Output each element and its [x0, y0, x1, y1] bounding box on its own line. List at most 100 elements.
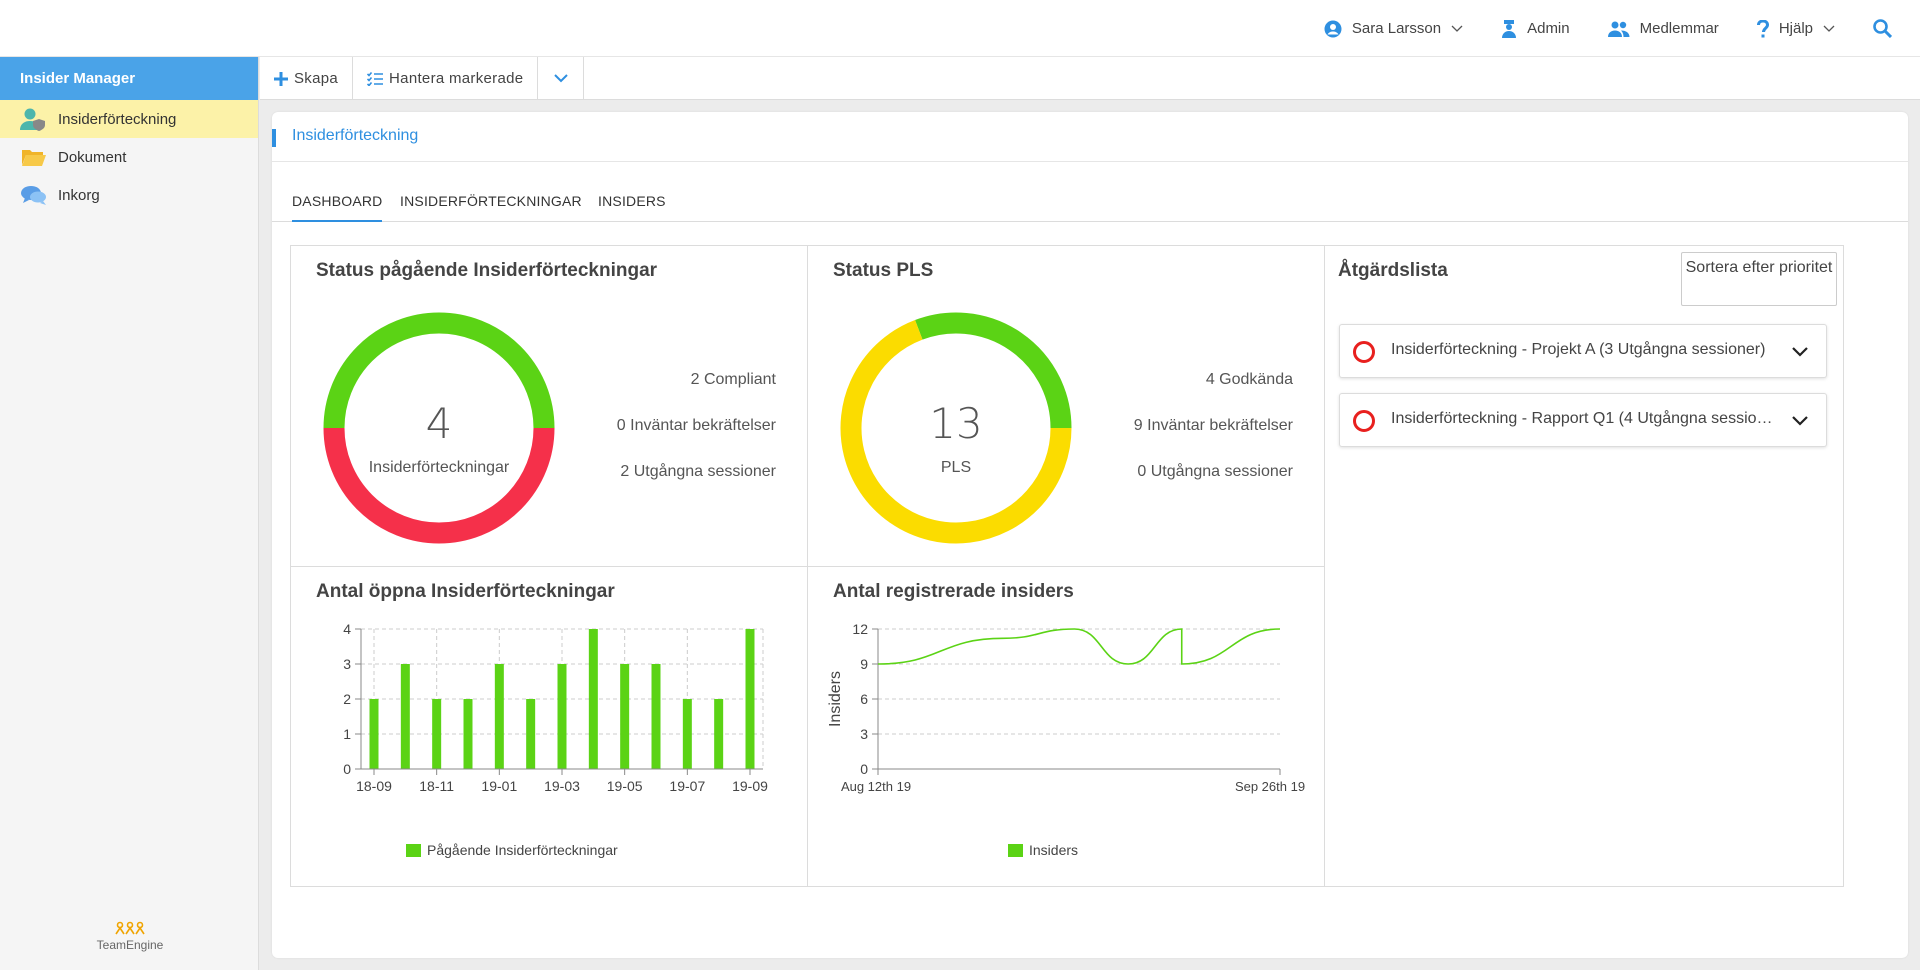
- status-registers-panel: Status pågående Insiderförteckningar 4 I…: [290, 245, 808, 567]
- registers-donut-chart: [323, 312, 555, 544]
- bar-19-03: [557, 664, 567, 769]
- legend-label: Insiders: [1029, 842, 1079, 858]
- logo-text: TeamEngine: [96, 938, 164, 952]
- bar-19-06: [651, 664, 661, 769]
- page-title: Insiderförteckning: [292, 127, 419, 144]
- create-label: Skapa: [294, 70, 339, 87]
- pls-stat-approved: 4 Godkända: [1205, 371, 1293, 388]
- sidebar-item-insiderforteckning[interactable]: Insiderförteckning: [0, 100, 258, 138]
- bar-19-08: [714, 699, 724, 769]
- y-tick-label: 2: [343, 691, 351, 707]
- folder-icon: [20, 145, 48, 169]
- panel-title: Status PLS: [833, 260, 934, 281]
- y-axis-label: Insiders: [827, 671, 844, 727]
- search-icon: [1873, 19, 1892, 38]
- tab-dashboard[interactable]: DASHBOARD: [292, 188, 383, 222]
- sidebar-item-dokument[interactable]: Dokument: [0, 138, 258, 176]
- x-tick-label: 18-11: [419, 778, 454, 794]
- registers-stat-expired: 2 Utgångna sessioner: [620, 463, 776, 480]
- user-name: Sara Larsson: [1351, 20, 1442, 37]
- action-item-label: Insiderförteckning - Projekt A (3 Utgång…: [1391, 341, 1766, 358]
- pls-total-label: PLS: [940, 459, 972, 476]
- y-tick-label: 12: [852, 621, 868, 637]
- plus-icon: [274, 71, 288, 86]
- admin-link[interactable]: Admin: [1482, 0, 1589, 57]
- line-chart-legend: Insiders: [1008, 842, 1078, 858]
- create-button[interactable]: Skapa: [260, 57, 354, 100]
- donut-segment-compliant: [323, 312, 555, 429]
- registers-total: 4: [425, 399, 453, 448]
- bar-18-10: [400, 664, 410, 769]
- registers-total-label: Insiderförteckningar: [368, 459, 510, 476]
- x-tick-label: 18-09: [356, 778, 392, 794]
- title-accent-bar: [272, 129, 276, 147]
- y-tick-label: 6: [860, 691, 868, 707]
- action-item[interactable]: Insiderförteckning - Rapport Q1 (4 Utgån…: [1339, 393, 1827, 447]
- top-bar: Sara Larsson Admin Medlemmar Hjälp: [0, 0, 1920, 57]
- y-tick-label: 9: [860, 656, 868, 672]
- y-tick-label: 0: [343, 761, 351, 777]
- user-menu[interactable]: Sara Larsson: [1305, 0, 1482, 57]
- chevron-down-icon: [1451, 25, 1463, 32]
- toolbar: Skapa Hantera markerade: [260, 57, 1920, 100]
- x-tick-label: Aug 12th 19: [841, 779, 911, 794]
- manage-label: Hantera markerade: [389, 70, 524, 87]
- registers-stat-waiting: 0 Inväntar bekräftelser: [616, 417, 776, 434]
- registered-insiders-chart-panel: Antal registrerade insiders 0 3 6 9 12 Inside…: [807, 566, 1325, 887]
- pls-total: 13: [929, 399, 983, 448]
- x-tick-label: 19-05: [607, 778, 643, 794]
- sort-by-priority-button[interactable]: Sortera efter prioritet: [1681, 252, 1837, 306]
- bar-18-12: [463, 699, 473, 769]
- main-card: Insiderförteckning DASHBOARD INSIDERFÖRT…: [272, 112, 1908, 958]
- legend-label: Pågående Insiderförteckningar: [427, 842, 618, 858]
- x-tick-label: Sep 26th 19: [1235, 779, 1305, 794]
- tab-insiderforteckningar[interactable]: INSIDERFÖRTECKNINGAR: [400, 193, 582, 209]
- panel-title: Antal registrerade insiders: [833, 581, 1074, 602]
- panel-title: Åtgärdslista: [1338, 260, 1448, 281]
- sidebar-item-inkorg[interactable]: Inkorg: [0, 176, 258, 214]
- status-pls-panel: Status PLS 13 PLS 4 Godkända 9 Inväntar …: [807, 245, 1325, 567]
- donut-segment-godkända: [915, 312, 1072, 429]
- help-menu[interactable]: Hjälp: [1738, 0, 1854, 57]
- pls-donut-chart: [840, 312, 1072, 544]
- members-label: Medlemmar: [1639, 20, 1719, 37]
- bar-19-05: [620, 664, 630, 769]
- sidebar-item-label: Dokument: [58, 148, 127, 166]
- status-ring-icon: [1353, 410, 1375, 432]
- sidebar-item-label: Insiderförteckning: [58, 110, 177, 128]
- legend-swatch: [406, 843, 421, 857]
- manage-selected-button[interactable]: Hantera markerade: [353, 57, 539, 100]
- tab-insiders[interactable]: INSIDERS: [598, 193, 666, 209]
- top-nav: Sara Larsson Admin Medlemmar Hjälp: [1305, 0, 1920, 57]
- panel-title: Status pågående Insiderförteckningar: [316, 260, 658, 281]
- registers-stat-compliant: 2 Compliant: [690, 371, 776, 388]
- members-link[interactable]: Medlemmar: [1589, 0, 1738, 57]
- bar-18-09: [369, 699, 379, 769]
- user-shield-icon: [20, 107, 48, 131]
- legend-swatch: [1008, 843, 1023, 857]
- open-registers-bar-chart: 0 1 2 3 4 18-09 18-11 19-01 19-03 19-05 19-07 19-09: [343, 621, 768, 794]
- x-tick-label: 19-01: [481, 778, 517, 794]
- teamengine-logo: TeamEngine: [95, 921, 165, 952]
- question-icon: [1756, 19, 1769, 37]
- sidebar: Insider Manager Insiderförteckning Dokum…: [0, 57, 259, 970]
- action-item[interactable]: Insiderförteckning - Projekt A (3 Utgång…: [1339, 324, 1827, 378]
- users-icon: [1607, 21, 1630, 37]
- bar-18-11: [432, 699, 442, 769]
- chevron-down-icon: [554, 74, 568, 83]
- chevron-down-icon[interactable]: [1792, 347, 1808, 357]
- chevron-down-icon: [1823, 25, 1835, 32]
- chevron-down-icon[interactable]: [1792, 416, 1808, 426]
- y-tick-label: 0: [860, 761, 868, 777]
- sidebar-title: Insider Manager: [0, 57, 258, 100]
- teamengine-logo-icon: [115, 921, 145, 935]
- action-list-panel: Åtgärdslista Sortera efter prioritet Ins…: [1324, 245, 1844, 887]
- search-button[interactable]: [1854, 0, 1920, 57]
- bar-chart-legend: Pågående Insiderförteckningar: [406, 842, 618, 858]
- x-tick-label: 19-07: [669, 778, 705, 794]
- page-header: Insiderförteckning: [272, 112, 1908, 162]
- tab-bar: DASHBOARD INSIDERFÖRTECKNINGAR INSIDERS: [272, 188, 1908, 222]
- bar-19-04: [588, 629, 598, 769]
- admin-icon: [1502, 19, 1517, 38]
- more-actions-dropdown[interactable]: [538, 57, 585, 100]
